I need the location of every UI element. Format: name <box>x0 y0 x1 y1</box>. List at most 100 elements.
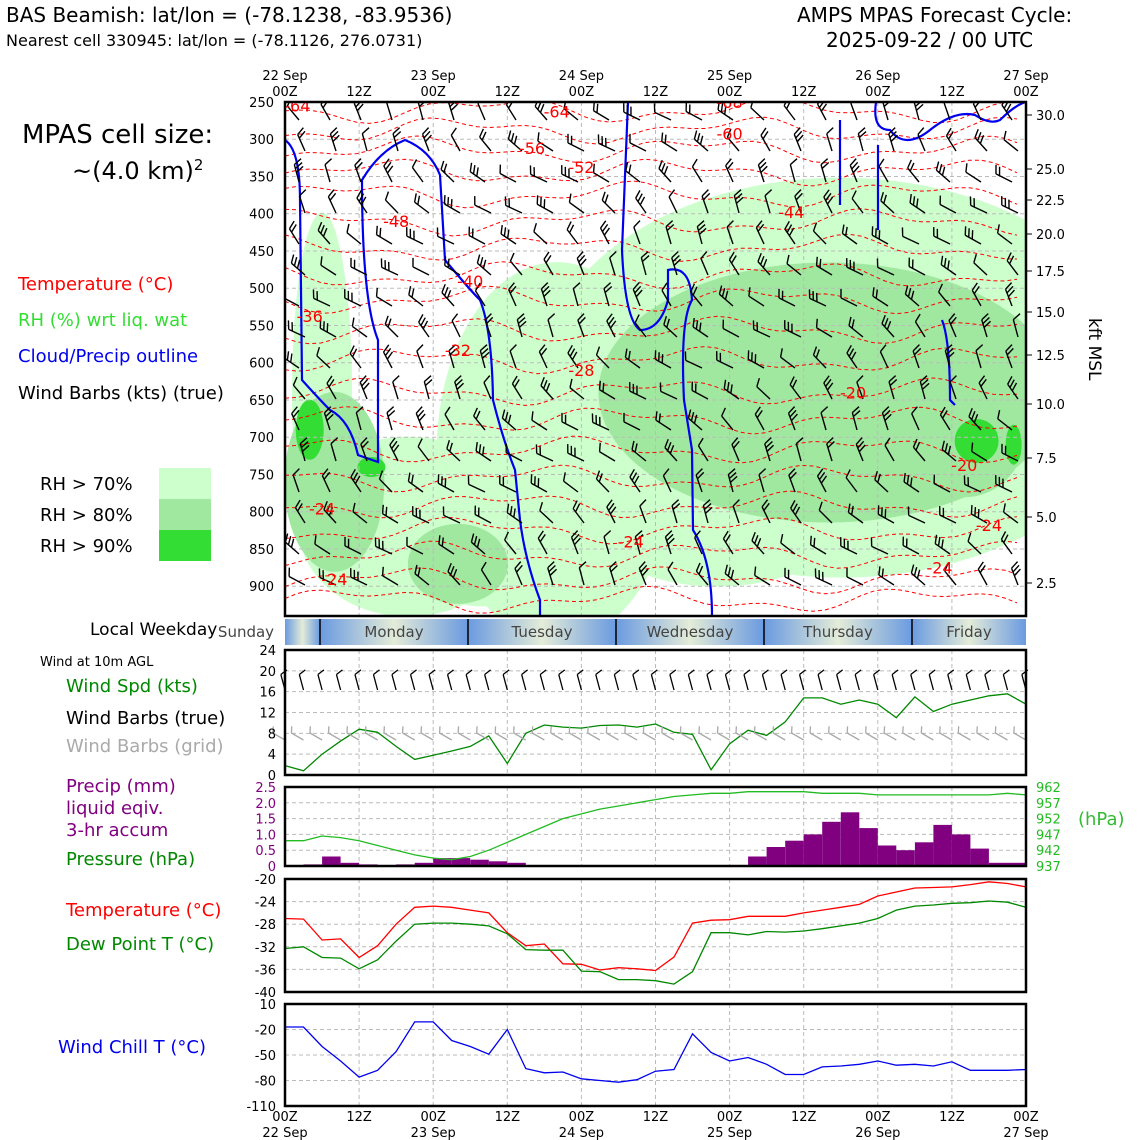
grid-wind-barb <box>790 726 805 741</box>
wind-barb <box>971 282 982 307</box>
wind-barb-staff <box>298 195 306 214</box>
grid-wind-barb <box>401 726 416 741</box>
height-tick-label: 20.0 <box>1036 228 1065 243</box>
grid-wind-barb-feather <box>531 726 534 734</box>
wind-barb-feather <box>820 103 828 112</box>
wind-barb-feather <box>1011 382 1018 392</box>
wind-barb <box>509 344 517 369</box>
wind-barb-feather <box>476 254 481 264</box>
bottom-hour-label: 00Z <box>272 1110 298 1125</box>
grid-wind-barb <box>568 726 582 741</box>
wind-barb <box>789 158 798 183</box>
wind-barb-feather <box>634 530 643 538</box>
wind-barb-feather <box>414 564 418 574</box>
wind-spd-label: Wind Spd (kts) <box>66 676 198 697</box>
wind-barb-feather <box>449 102 457 108</box>
wind-barb-feather <box>349 345 355 354</box>
wind-barb-staff <box>479 136 492 152</box>
wind-barb <box>416 344 424 369</box>
grid-wind-barb <box>624 726 638 741</box>
wind-barb-staff <box>406 235 424 245</box>
wind-barb-feather <box>326 323 329 333</box>
wind-barb-feather <box>723 379 727 389</box>
wind-barb-feather <box>355 406 364 414</box>
wind-barb <box>761 499 771 524</box>
temperature-contour-label: -36 <box>297 307 323 326</box>
wind-barb-feather <box>846 258 848 268</box>
wind-barb-staff <box>812 354 827 369</box>
wind-barb <box>350 568 368 586</box>
wind-barb <box>695 562 709 586</box>
wind-barb-feather <box>604 285 613 294</box>
wind-barb-feather <box>721 287 726 297</box>
wind-barb <box>911 406 920 431</box>
wind-barb-staff <box>638 568 647 586</box>
wind-barb <box>591 413 610 431</box>
wind-barb-feather <box>850 351 857 361</box>
wind-barb-feather <box>821 571 824 581</box>
wind-barb-feather <box>751 532 756 541</box>
wind-barb-staff <box>939 514 957 524</box>
wind-barb-staff <box>764 195 771 214</box>
wind-barb-feather <box>296 259 301 269</box>
wind-barb-feather <box>886 320 892 330</box>
wind-barb-feather <box>727 567 732 577</box>
wind-barb-staff <box>346 232 362 245</box>
wind-barb-staff <box>444 203 461 214</box>
wind-barb <box>530 474 548 493</box>
wind-barb <box>450 127 461 152</box>
wind-barb <box>970 505 988 524</box>
wind-barb-staff <box>567 142 585 152</box>
wind-barb <box>723 379 740 400</box>
surface-wind-barb-staff <box>1002 674 1009 691</box>
wind-barb-staff <box>635 197 647 214</box>
wind-barb <box>538 344 548 369</box>
temperature-line <box>284 881 1027 972</box>
wind-barb-feather <box>441 476 443 486</box>
wind-barb-feather <box>876 258 879 268</box>
wind-barb-feather <box>504 196 507 206</box>
wind-barb-feather <box>529 165 532 175</box>
wind-barb-staff <box>879 351 889 369</box>
wind-barb <box>879 344 889 369</box>
precip-ytick-label: 0 <box>268 860 276 875</box>
surface-wind-barb-staff <box>836 674 842 691</box>
wind-barb-staff <box>696 226 703 245</box>
wind-barb <box>535 444 554 462</box>
wind-barb-staff <box>1010 567 1019 586</box>
temperature-isotherm <box>285 135 1018 164</box>
wind-barb <box>877 505 895 524</box>
wind-barb-staff <box>717 109 734 121</box>
wind-barb-staff <box>691 166 703 183</box>
wind-barb-feather <box>963 475 966 485</box>
wind-barb-feather <box>943 258 947 268</box>
wind-barb-feather <box>623 103 625 113</box>
wind-barb-feather <box>694 530 701 539</box>
wind-barb <box>474 505 492 524</box>
wind-barb-staff <box>965 171 982 183</box>
wind-barb-staff <box>382 575 399 586</box>
wind-barb-feather <box>720 103 724 113</box>
wind-barb <box>392 127 402 152</box>
wind-barb-staff <box>601 199 616 214</box>
wind-barb-staff <box>547 567 554 586</box>
surface-wind-barb <box>743 669 751 691</box>
wind-barb-staff <box>661 290 672 307</box>
wind-barb <box>500 224 517 245</box>
wind-barb <box>659 382 678 400</box>
wind-barb-staff <box>871 545 889 555</box>
wind-barb-feather <box>592 102 595 111</box>
wind-barb-feather <box>608 316 615 325</box>
wind-barb-staff <box>631 449 647 462</box>
wind-barb-feather <box>352 502 356 512</box>
wind-barb-staff <box>561 421 579 431</box>
wind-barb-staff <box>794 195 802 214</box>
surface-wind-barb <box>873 669 881 691</box>
wind-barb-staff <box>695 474 703 493</box>
wind-barb-feather <box>735 196 744 204</box>
wind-barb-staff <box>881 323 895 338</box>
wind-barb-feather <box>732 440 740 449</box>
wind-barb-feather <box>730 569 735 579</box>
wind-barb-feather <box>726 382 730 392</box>
